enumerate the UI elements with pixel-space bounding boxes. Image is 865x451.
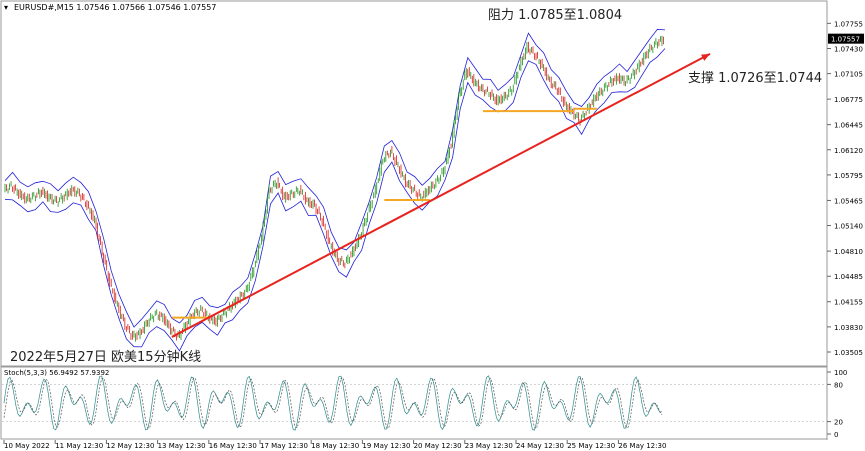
price-tick-label: 1.06445 xyxy=(834,122,863,130)
time-tick-label: 12 May 12:30 xyxy=(106,442,154,450)
price-tick-label: 1.07755 xyxy=(834,20,863,28)
time-tick-label: 10 May 2022 xyxy=(4,442,50,450)
support-annotation: 支撑 1.0726至1.0744 xyxy=(688,71,822,86)
time-tick-label: 13 May 12:30 xyxy=(158,442,206,450)
stoch-main-line xyxy=(3,375,663,431)
price-tick-label: 1.07105 xyxy=(834,71,863,79)
price-tick-label: 1.03830 xyxy=(834,324,863,332)
stoch-label: Stoch(5,3,3) 56.9492 57.9392 xyxy=(4,369,109,377)
time-tick-label: 24 May 12:30 xyxy=(516,442,564,450)
current-price: 1.07557 xyxy=(831,36,860,44)
stoch-signal-line xyxy=(3,377,663,429)
symbol-label: EURUSD#,M15 1.07546 1.07566 1.07546 1.07… xyxy=(14,3,216,12)
time-axis: 10 May 2022 11 May 12:30 12 May 12:30 13 Ma… xyxy=(3,440,666,450)
chart-caption: 2022年5月27日 欧美15分钟K线 xyxy=(10,349,201,365)
time-tick-label: 16 May 12:30 xyxy=(209,442,257,450)
price-tick-label: 1.03505 xyxy=(834,349,863,357)
time-tick-label: 18 May 12:30 xyxy=(311,442,359,450)
envelope-upper xyxy=(4,28,666,328)
time-tick-label: 19 May 12:30 xyxy=(362,442,410,450)
symbol-dropdown-icon[interactable]: ▾ xyxy=(4,3,8,12)
price-tick-label: 1.05795 xyxy=(834,172,863,180)
price-tick-label: 1.05140 xyxy=(834,223,863,231)
price-tick-label: 1.07430 xyxy=(834,45,863,53)
time-tick-label: 11 May 12:30 xyxy=(55,442,103,450)
price-tick-label: 1.04485 xyxy=(834,273,863,281)
price-tick-label: 1.06775 xyxy=(834,96,863,104)
time-tick-label: 23 May 12:30 xyxy=(465,442,513,450)
envelope-bands xyxy=(4,28,666,352)
stochastic-oscillator xyxy=(2,375,826,431)
support-resistance-levels xyxy=(171,107,597,319)
time-tick-label: 17 May 12:30 xyxy=(260,442,308,450)
stoch-axis: 100 80 20 0 xyxy=(827,369,847,439)
price-axis: 1.07755 1.07430 1.07105 1.06775 1.06445 1.061… xyxy=(827,20,863,357)
price-tick-label: 1.04155 xyxy=(834,299,863,307)
resistance-annotation: 阻力 1.0785至1.0804 xyxy=(488,8,622,23)
trendline-arrowhead xyxy=(701,53,710,61)
candles xyxy=(4,35,664,342)
price-tick-label: 1.04810 xyxy=(834,248,863,256)
support-trendline xyxy=(171,52,711,338)
time-tick-label: 26 May 12:30 xyxy=(618,442,666,450)
envelope-lower xyxy=(4,48,666,352)
current-price-badge: 1.07557 xyxy=(828,33,864,44)
stoch-tick-label: 80 xyxy=(834,381,843,389)
price-tick-label: 1.05465 xyxy=(834,197,863,205)
stoch-tick-label: 0 xyxy=(834,431,838,439)
price-tick-label: 1.06120 xyxy=(834,147,863,155)
stoch-tick-label: 100 xyxy=(834,369,847,377)
time-tick-label: 25 May 12:30 xyxy=(567,442,615,450)
time-tick-label: 20 May 12:30 xyxy=(414,442,462,450)
trendline-group xyxy=(171,52,711,338)
stoch-tick-label: 20 xyxy=(834,419,843,427)
